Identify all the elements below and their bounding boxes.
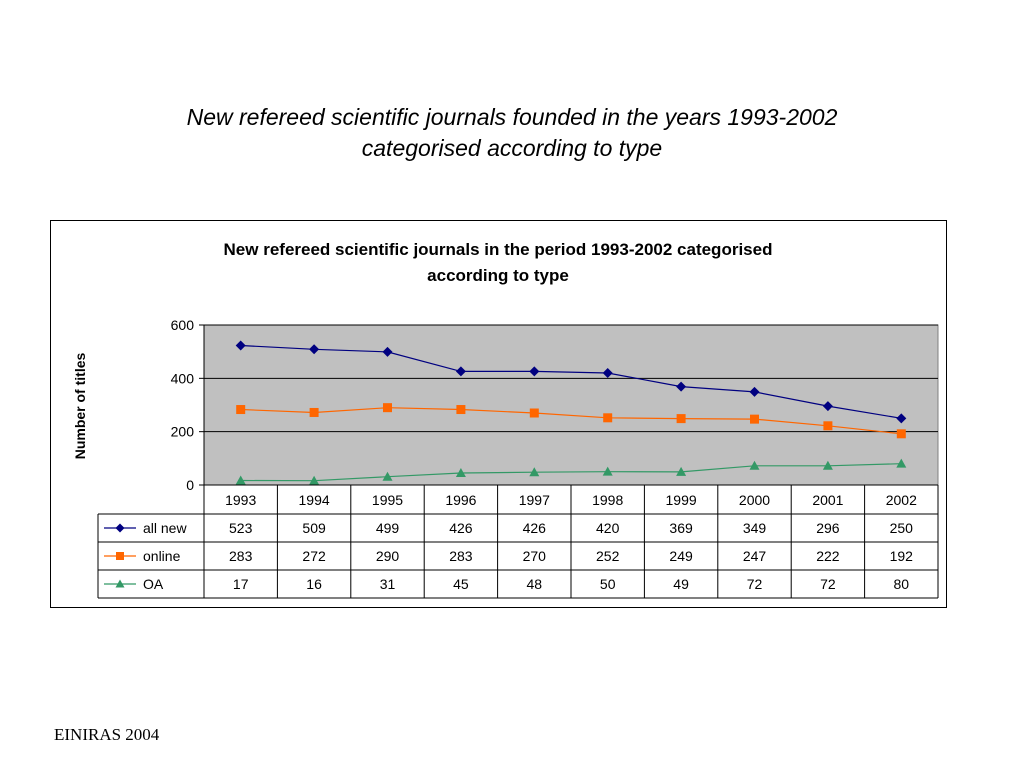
data-point: [235, 475, 246, 485]
y-tick-label: 200: [171, 424, 195, 440]
legend-label: OA: [143, 576, 164, 592]
data-point: [529, 408, 539, 418]
data-point: [235, 340, 246, 351]
data-label: 72: [820, 576, 836, 592]
data-label: 272: [302, 548, 326, 564]
data-label: 31: [380, 576, 396, 592]
data-point: [823, 421, 833, 431]
data-point: [822, 401, 833, 412]
data-point: [309, 475, 320, 485]
data-point: [676, 381, 687, 392]
data-point: [455, 366, 466, 377]
slide-title: New refereed scientific journals founded…: [112, 102, 912, 164]
data-label: 192: [890, 548, 914, 564]
data-point: [529, 366, 540, 377]
slide-title-line-2: categorised according to type: [361, 135, 663, 161]
series-line-all-new: [240, 344, 902, 419]
legend-label: all new: [143, 520, 187, 536]
y-tick-label: 600: [171, 317, 195, 333]
data-label: 290: [376, 548, 400, 564]
data-point: [749, 386, 760, 397]
data-label: 420: [596, 520, 620, 536]
data-label: 283: [229, 548, 253, 564]
data-point: [455, 468, 466, 477]
data-point: [236, 405, 246, 415]
category-label: 1994: [299, 492, 330, 508]
data-point: [896, 413, 907, 424]
data-label: 80: [894, 576, 910, 592]
data-point: [456, 405, 466, 415]
footer-text: EINIRAS 2004: [54, 725, 160, 744]
data-label: 283: [449, 548, 473, 564]
category-label: 1996: [445, 492, 476, 508]
chart-title-line-2: according to type: [427, 266, 569, 285]
data-label: 270: [523, 548, 547, 564]
data-label: 247: [743, 548, 767, 564]
legend-label: online: [143, 548, 181, 564]
series-line-online: [240, 407, 902, 435]
data-table: 1993 1994 1995 1996 1997 1998 1999 2000 2001 2002…: [97, 484, 939, 599]
data-point: [676, 414, 686, 424]
data-point: [309, 344, 320, 355]
data-label: 48: [527, 576, 543, 592]
category-label: 1993: [225, 492, 256, 508]
data-point: [602, 368, 613, 378]
data-label: 249: [669, 548, 693, 564]
data-label: 72: [747, 576, 763, 592]
category-label: 1998: [592, 492, 623, 508]
data-point: [603, 413, 613, 423]
category-label: 1995: [372, 492, 403, 508]
category-label: 2002: [886, 492, 917, 508]
data-label: 509: [302, 520, 326, 536]
data-point: [676, 466, 687, 476]
data-point: [749, 460, 760, 470]
data-label: 523: [229, 520, 253, 536]
data-label: 45: [453, 576, 469, 592]
category-label: 1997: [519, 492, 550, 508]
legend-key-marker: [115, 523, 125, 533]
data-label: 16: [306, 576, 322, 592]
data-label: 499: [376, 520, 400, 536]
chart-title-line-1: New refereed scientific journals in the …: [224, 240, 773, 259]
legend-key-marker: [116, 552, 124, 560]
series-line-oa: [240, 463, 902, 482]
data-point: [602, 466, 613, 476]
data-label: 426: [449, 520, 473, 536]
data-point: [750, 414, 759, 424]
plot-area: 0 200 400 600: [171, 317, 939, 493]
data-label: 17: [233, 576, 249, 592]
data-point: [896, 429, 906, 439]
data-label: 222: [816, 548, 840, 564]
data-label: 252: [596, 548, 620, 564]
data-point: [529, 467, 540, 477]
line-chart: New refereed scientific journals in the …: [72, 240, 939, 599]
data-label: 296: [816, 520, 840, 536]
data-point: [309, 407, 319, 417]
category-label: 1999: [666, 492, 697, 508]
data-label: 349: [743, 520, 767, 536]
chart-frame: New refereed scientific journals in the …: [50, 220, 947, 608]
data-label: 49: [673, 576, 689, 592]
data-point: [382, 471, 393, 481]
data-point: [822, 460, 833, 470]
data-point: [896, 458, 907, 468]
plot-background: [203, 324, 939, 486]
y-tick-label: 400: [171, 370, 195, 386]
legend-key-marker: [115, 579, 125, 588]
y-tick-label: 0: [186, 477, 194, 493]
y-axis-label: Number of titles: [72, 353, 88, 460]
category-label: 2000: [739, 492, 770, 508]
slide-title-line-1: New refereed scientific journals founded…: [186, 104, 838, 130]
data-point: [382, 346, 393, 357]
data-point: [383, 403, 392, 413]
data-label: 50: [600, 576, 616, 592]
category-label: 2001: [812, 492, 843, 508]
data-label: 250: [890, 520, 914, 536]
data-label: 369: [669, 520, 693, 536]
data-label: 426: [523, 520, 547, 536]
